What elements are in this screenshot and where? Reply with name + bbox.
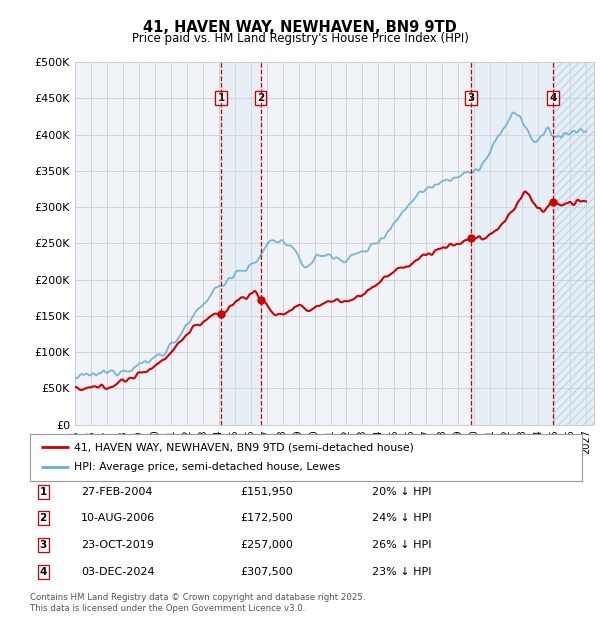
Text: HPI: Average price, semi-detached house, Lewes: HPI: Average price, semi-detached house,… bbox=[74, 463, 340, 472]
Text: 41, HAVEN WAY, NEWHAVEN, BN9 9TD: 41, HAVEN WAY, NEWHAVEN, BN9 9TD bbox=[143, 20, 457, 35]
Text: Contains HM Land Registry data © Crown copyright and database right 2025.
This d: Contains HM Land Registry data © Crown c… bbox=[30, 593, 365, 613]
Text: 27-FEB-2004: 27-FEB-2004 bbox=[81, 487, 152, 497]
Text: 03-DEC-2024: 03-DEC-2024 bbox=[81, 567, 155, 577]
Text: £307,500: £307,500 bbox=[240, 567, 293, 577]
Text: 41, HAVEN WAY, NEWHAVEN, BN9 9TD (semi-detached house): 41, HAVEN WAY, NEWHAVEN, BN9 9TD (semi-d… bbox=[74, 442, 414, 452]
Text: 26% ↓ HPI: 26% ↓ HPI bbox=[372, 540, 431, 550]
Text: 23-OCT-2019: 23-OCT-2019 bbox=[81, 540, 154, 550]
Text: 3: 3 bbox=[40, 540, 47, 550]
Text: 23% ↓ HPI: 23% ↓ HPI bbox=[372, 567, 431, 577]
Text: 24% ↓ HPI: 24% ↓ HPI bbox=[372, 513, 431, 523]
Text: 3: 3 bbox=[467, 93, 475, 104]
Bar bbox=[553, 62, 594, 425]
Bar bbox=[471, 62, 594, 425]
Text: 2: 2 bbox=[40, 513, 47, 523]
Text: 20% ↓ HPI: 20% ↓ HPI bbox=[372, 487, 431, 497]
Text: £257,000: £257,000 bbox=[240, 540, 293, 550]
Text: £151,950: £151,950 bbox=[240, 487, 293, 497]
Text: 2: 2 bbox=[257, 93, 264, 104]
Text: £172,500: £172,500 bbox=[240, 513, 293, 523]
Text: 10-AUG-2006: 10-AUG-2006 bbox=[81, 513, 155, 523]
Text: 4: 4 bbox=[549, 93, 556, 104]
Bar bbox=[221, 62, 260, 425]
Text: 1: 1 bbox=[40, 487, 47, 497]
Text: 4: 4 bbox=[40, 567, 47, 577]
Text: Price paid vs. HM Land Registry's House Price Index (HPI): Price paid vs. HM Land Registry's House … bbox=[131, 32, 469, 45]
Text: 1: 1 bbox=[217, 93, 225, 104]
